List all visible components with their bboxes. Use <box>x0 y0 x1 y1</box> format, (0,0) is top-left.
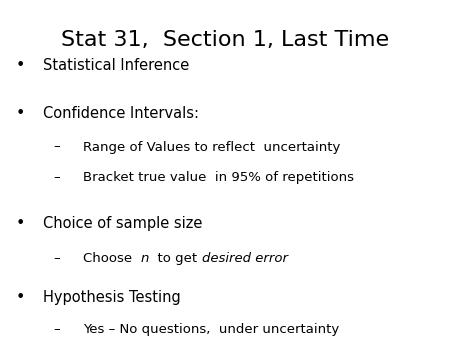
Text: •: • <box>16 106 25 121</box>
Text: Yes – No questions,  under uncertainty: Yes – No questions, under uncertainty <box>83 323 339 336</box>
Text: Hypothesis Testing: Hypothesis Testing <box>43 290 180 305</box>
Text: Bracket true value  in 95% of repetitions: Bracket true value in 95% of repetitions <box>83 171 354 184</box>
Text: to get: to get <box>149 252 202 265</box>
Text: desired error: desired error <box>202 252 288 265</box>
Text: Stat 31,  Section 1, Last Time: Stat 31, Section 1, Last Time <box>61 30 389 50</box>
Text: Confidence Intervals:: Confidence Intervals: <box>43 106 199 121</box>
Text: Choose: Choose <box>83 252 141 265</box>
Text: n: n <box>141 252 149 265</box>
Text: –: – <box>53 171 59 184</box>
Text: Choice of sample size: Choice of sample size <box>43 216 202 231</box>
Text: –: – <box>53 141 59 153</box>
Text: •: • <box>16 58 25 73</box>
Text: Statistical Inference: Statistical Inference <box>43 58 189 73</box>
Text: Range of Values to reflect  uncertainty: Range of Values to reflect uncertainty <box>83 141 341 153</box>
Text: •: • <box>16 290 25 305</box>
Text: –: – <box>53 252 59 265</box>
Text: –: – <box>53 323 59 336</box>
Text: •: • <box>16 216 25 231</box>
